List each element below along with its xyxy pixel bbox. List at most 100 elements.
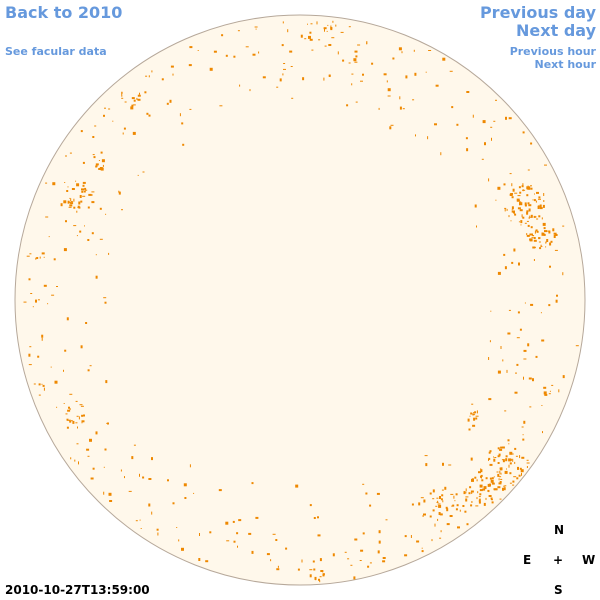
facula-marker xyxy=(83,414,85,417)
facula-marker xyxy=(92,467,95,470)
facula-marker xyxy=(137,94,141,97)
facula-marker xyxy=(544,393,548,396)
facula-marker xyxy=(545,230,549,232)
facula-marker xyxy=(473,412,475,413)
facula-marker xyxy=(575,345,579,347)
facula-marker xyxy=(504,410,507,412)
facula-marker xyxy=(322,573,325,577)
facula-marker xyxy=(514,391,518,394)
facula-marker xyxy=(330,25,332,29)
compass-west-label: W xyxy=(582,553,596,567)
facula-marker xyxy=(258,51,260,54)
facula-marker xyxy=(500,346,502,349)
facula-marker xyxy=(533,259,535,261)
facula-marker xyxy=(511,209,513,211)
facula-marker xyxy=(95,431,98,435)
facula-marker xyxy=(521,472,522,476)
see-facular-data-link[interactable]: See facular data xyxy=(5,45,107,58)
facula-marker xyxy=(446,523,450,526)
facula-marker xyxy=(69,197,71,199)
facula-marker xyxy=(332,20,334,23)
facula-marker xyxy=(300,34,303,38)
facula-marker xyxy=(527,343,530,347)
facula-marker xyxy=(367,565,370,568)
facula-marker xyxy=(495,488,498,491)
facula-marker xyxy=(405,75,408,79)
back-to-year-link[interactable]: Back to 2010 xyxy=(5,3,123,22)
facula-marker xyxy=(140,528,142,529)
next-day-link[interactable]: Next day xyxy=(516,21,596,40)
facula-marker xyxy=(544,230,547,233)
facula-marker xyxy=(84,187,87,190)
facula-marker xyxy=(67,409,71,412)
facula-marker xyxy=(181,547,184,551)
facula-marker xyxy=(558,389,560,393)
facula-marker xyxy=(498,478,500,481)
facula-marker xyxy=(519,201,522,203)
facula-marker xyxy=(500,478,503,480)
facula-marker xyxy=(282,73,284,76)
facula-marker xyxy=(454,500,456,502)
facula-marker xyxy=(432,498,435,500)
facula-marker xyxy=(497,370,501,374)
facula-marker xyxy=(527,235,530,236)
facula-marker xyxy=(526,462,530,464)
facula-marker xyxy=(518,474,521,477)
facula-marker xyxy=(98,168,102,170)
facula-marker xyxy=(399,96,401,100)
facula-marker xyxy=(497,462,500,464)
facula-marker xyxy=(508,309,511,311)
facula-marker xyxy=(480,469,483,473)
facula-marker xyxy=(351,83,353,86)
facula-marker xyxy=(425,463,428,467)
facula-marker xyxy=(533,246,536,248)
facula-marker xyxy=(74,459,76,462)
facula-marker xyxy=(404,554,408,557)
facula-marker xyxy=(552,228,555,232)
facula-marker xyxy=(312,560,315,563)
facula-marker xyxy=(504,470,508,474)
next-hour-link[interactable]: Next hour xyxy=(534,58,597,71)
facula-marker xyxy=(53,258,56,261)
facula-marker xyxy=(478,501,481,504)
facula-marker xyxy=(69,419,71,423)
facula-marker xyxy=(529,406,532,408)
facula-marker xyxy=(285,547,288,550)
facula-marker xyxy=(519,191,522,194)
facula-marker xyxy=(499,498,502,500)
facula-marker xyxy=(414,72,417,76)
facula-marker xyxy=(135,520,138,522)
previous-day-link[interactable]: Previous day xyxy=(479,3,596,22)
facula-marker xyxy=(179,113,181,117)
facula-marker xyxy=(28,278,31,281)
facula-marker xyxy=(189,46,193,49)
facula-marker xyxy=(476,225,477,228)
facula-marker xyxy=(54,380,58,384)
facula-marker xyxy=(509,194,513,196)
facula-marker xyxy=(535,355,538,358)
facula-marker xyxy=(456,504,459,507)
facula-marker xyxy=(438,512,441,515)
facula-marker xyxy=(66,426,69,429)
previous-hour-link[interactable]: Previous hour xyxy=(509,45,596,58)
facula-marker xyxy=(508,117,512,120)
facula-marker xyxy=(103,466,105,468)
facula-marker xyxy=(459,509,461,512)
facula-marker xyxy=(420,497,424,499)
facula-marker xyxy=(543,227,546,230)
facula-marker xyxy=(176,527,178,528)
facula-marker xyxy=(63,403,65,404)
facula-marker xyxy=(538,196,541,199)
facula-marker xyxy=(317,534,321,537)
facula-markers xyxy=(23,20,579,583)
facula-marker xyxy=(437,503,441,505)
facula-marker xyxy=(237,545,238,548)
facula-marker xyxy=(233,55,236,58)
facula-marker xyxy=(434,523,436,527)
facula-marker xyxy=(535,229,538,232)
facula-marker xyxy=(532,235,534,237)
facula-marker xyxy=(508,464,510,468)
facula-marker xyxy=(474,204,477,208)
facula-marker xyxy=(475,415,479,417)
